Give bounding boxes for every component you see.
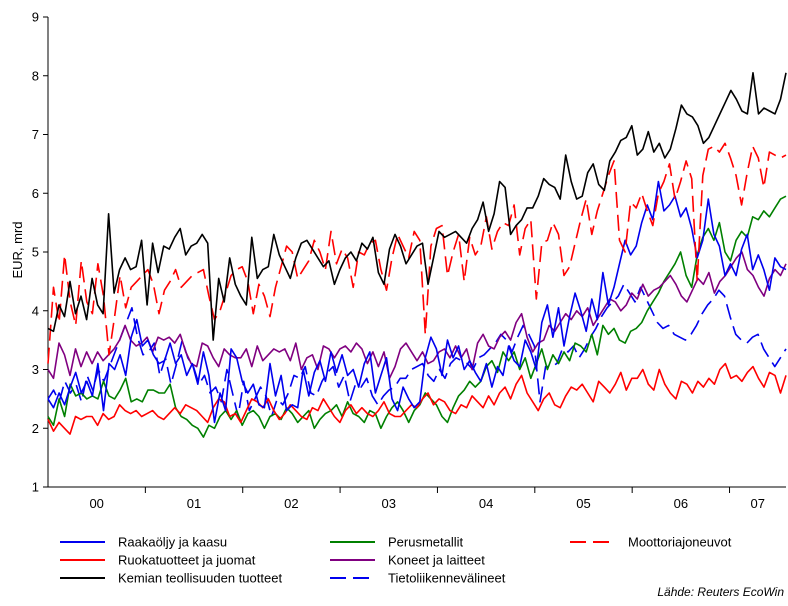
x-tick-label: 07 — [751, 496, 765, 511]
y-tick-label: 8 — [32, 68, 39, 83]
legend-label: Kemian teollisuuden tuotteet — [118, 571, 282, 586]
y-tick-label: 1 — [32, 480, 39, 495]
y-axis-title: EUR, mrd — [10, 221, 25, 278]
series-line — [47, 180, 787, 424]
series-line — [47, 195, 787, 438]
legend-label: Raakaöljy ja kaasu — [118, 535, 227, 550]
x-tick-label: 06 — [674, 496, 688, 511]
x-tick-label: 00 — [89, 496, 103, 511]
legend-label: Tietoliikennevälineet — [388, 571, 506, 586]
legend: Raakaöljy ja kaasu Ruokatuotteet ja juoma… — [60, 535, 732, 586]
axis-layer: 1 2 3 4 5 6 7 8 9 00 01 02 03 04 05 06 07 — [32, 10, 765, 512]
legend-label: Ruokatuotteet ja juomat — [118, 553, 256, 568]
x-tick-label: 02 — [284, 496, 298, 511]
x-tick-label: 03 — [382, 496, 396, 511]
y-tick-label: 6 — [32, 186, 39, 201]
series-layer — [47, 72, 787, 438]
y-tick-label: 5 — [32, 245, 39, 260]
legend-label: Koneet ja laitteet — [388, 553, 485, 568]
series-line — [47, 142, 787, 364]
y-tick-label: 2 — [32, 421, 39, 436]
series-line — [47, 72, 787, 341]
legend-label: Perusmetallit — [388, 535, 464, 550]
y-tick-label: 9 — [32, 10, 39, 25]
x-tick-label: 05 — [576, 496, 590, 511]
series-line — [47, 283, 787, 418]
y-tick-label: 3 — [32, 362, 39, 377]
y-tick-label: 7 — [32, 127, 39, 142]
y-tick-label: 4 — [32, 303, 39, 318]
series-line — [47, 251, 787, 380]
x-tick-label: 04 — [479, 496, 493, 511]
source-note: Lähde: Reuters EcoWin — [657, 585, 784, 599]
series-line — [47, 362, 787, 435]
legend-label: Moottoriajoneuvot — [628, 535, 732, 550]
x-tick-label: 01 — [187, 496, 201, 511]
